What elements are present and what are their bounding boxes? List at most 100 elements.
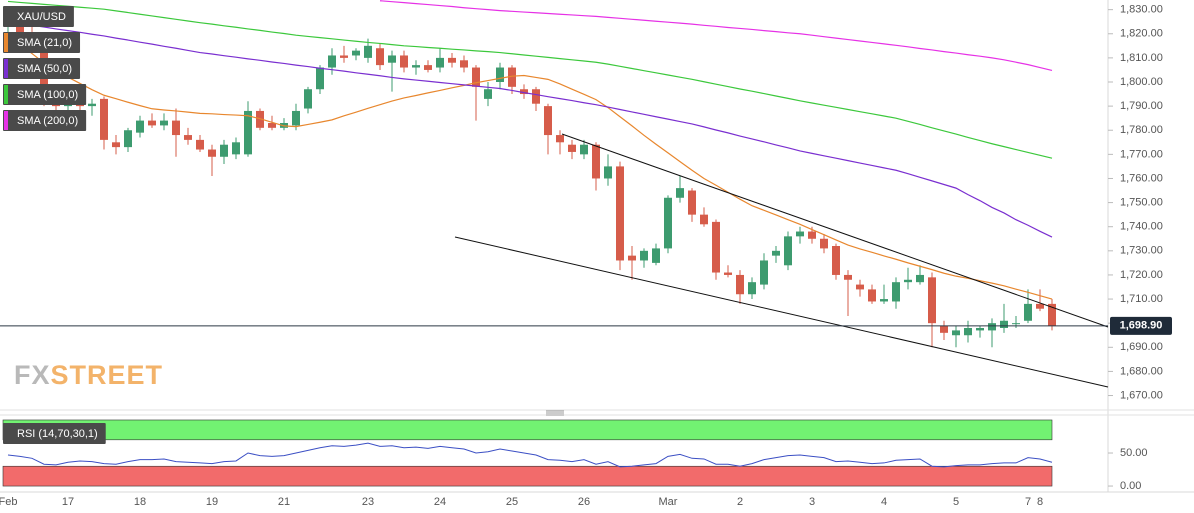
- candle-body: [832, 246, 840, 275]
- x-tick-label: 5: [953, 496, 959, 508]
- legend-box: [3, 6, 74, 27]
- x-tick-label: 17: [62, 496, 74, 508]
- x-tick-label: Feb: [0, 496, 17, 508]
- candle-body: [112, 142, 120, 148]
- legend-swatch: [4, 59, 8, 78]
- candle-body: [628, 255, 636, 261]
- x-tick-label: Mar: [659, 496, 678, 508]
- x-tick-label: 3: [809, 496, 815, 508]
- candle-body: [352, 50, 360, 56]
- candle-body: [376, 48, 384, 66]
- candle-body: [676, 188, 684, 198]
- legend-item: SMA (21,0): [3, 32, 81, 53]
- y-tick-label: 1,790.00: [1120, 100, 1163, 112]
- y-tick-label: 50.00: [1120, 447, 1148, 459]
- candle-body: [652, 248, 660, 263]
- y-tick-label: 0.00: [1120, 480, 1141, 492]
- candle-body: [364, 45, 372, 58]
- candle-body: [304, 89, 312, 109]
- candle-body: [904, 279, 912, 283]
- candle-body: [100, 98, 108, 140]
- y-tick-label: 1,750.00: [1120, 196, 1163, 208]
- candle-body: [988, 323, 996, 331]
- candle-body: [1000, 320, 1008, 328]
- rsi-legend: RSI (14,70,30,1): [3, 423, 106, 444]
- candle-body: [1048, 303, 1056, 326]
- candle-body: [772, 250, 780, 256]
- candle-body: [748, 282, 756, 295]
- candle-body: [916, 274, 924, 283]
- candle-body: [880, 299, 888, 302]
- candle-body: [940, 325, 948, 333]
- rsi-line: [7, 442, 1053, 468]
- rsi-band: [2, 419, 1053, 441]
- x-tick-label: 2: [737, 496, 743, 508]
- y-tick-label: 1,730.00: [1120, 245, 1163, 257]
- candle-body: [184, 135, 192, 140]
- rsi-band: [2, 465, 1053, 487]
- candle-body: [604, 166, 612, 179]
- candle-body: [796, 231, 804, 237]
- candle-body: [136, 120, 144, 133]
- candle-body: [976, 328, 984, 331]
- y-tick-label: 1,780.00: [1120, 124, 1163, 136]
- x-tick-label: 18: [134, 496, 146, 508]
- candle-body: [844, 274, 852, 280]
- y-tick-label: 1,680.00: [1120, 365, 1163, 377]
- candle-body: [196, 139, 204, 150]
- candle-body: [496, 67, 504, 82]
- candle-body: [952, 330, 960, 336]
- watermark-prefix: FX: [14, 360, 51, 390]
- legend-label: SMA (50,0): [17, 63, 72, 75]
- candle-body: [520, 89, 528, 95]
- candle-body: [712, 221, 720, 273]
- legend-box: [3, 423, 106, 444]
- candle-body: [256, 110, 264, 128]
- trendline-upper: [561, 133, 1109, 328]
- candle-body: [460, 60, 468, 68]
- candle-body: [412, 65, 420, 68]
- candle-body: [148, 120, 156, 126]
- legend-item: SMA (100,0): [3, 84, 87, 105]
- legend-item: XAU/USD: [3, 6, 74, 27]
- candle-body: [424, 65, 432, 70]
- candle-body: [928, 277, 936, 324]
- candle-body: [400, 55, 408, 68]
- candle-body: [448, 57, 456, 63]
- y-tick-label: 1,720.00: [1120, 269, 1163, 281]
- candle-body: [1012, 323, 1020, 325]
- candle-body: [292, 110, 300, 126]
- y-tick-label: 1,710.00: [1120, 293, 1163, 305]
- x-tick-label: 4: [881, 496, 887, 508]
- legend-label: XAU/USD: [17, 11, 66, 23]
- candle-body: [736, 274, 744, 295]
- pane-resize-handle[interactable]: [546, 410, 564, 416]
- candle-body: [820, 238, 828, 249]
- last-price-label: 1,698.90: [1120, 320, 1163, 332]
- candle-body: [592, 144, 600, 179]
- legend-item: SMA (50,0): [3, 58, 81, 79]
- candle-body: [388, 55, 396, 63]
- rsi: [2, 419, 1053, 487]
- candle-body: [328, 55, 336, 68]
- candle-body: [856, 284, 864, 290]
- candle-body: [508, 67, 516, 87]
- watermark: FXSTREET: [14, 360, 163, 390]
- legend-box: [3, 58, 81, 79]
- candle-body: [208, 149, 216, 157]
- legend-box: [3, 110, 87, 131]
- candle-body: [1036, 303, 1044, 309]
- watermark-suffix: STREET: [51, 360, 164, 390]
- legend-box: [3, 84, 87, 105]
- candle-body: [616, 166, 624, 261]
- candle-body: [340, 55, 348, 58]
- legend-box: [3, 32, 81, 53]
- y-tick-label: 1,670.00: [1120, 389, 1163, 401]
- legend-label: RSI (14,70,30,1): [17, 428, 98, 440]
- y-tick-label: 1,820.00: [1120, 28, 1163, 40]
- candle-body: [244, 110, 252, 155]
- candle-body: [568, 144, 576, 152]
- x-tick-label: 7: [1025, 496, 1031, 508]
